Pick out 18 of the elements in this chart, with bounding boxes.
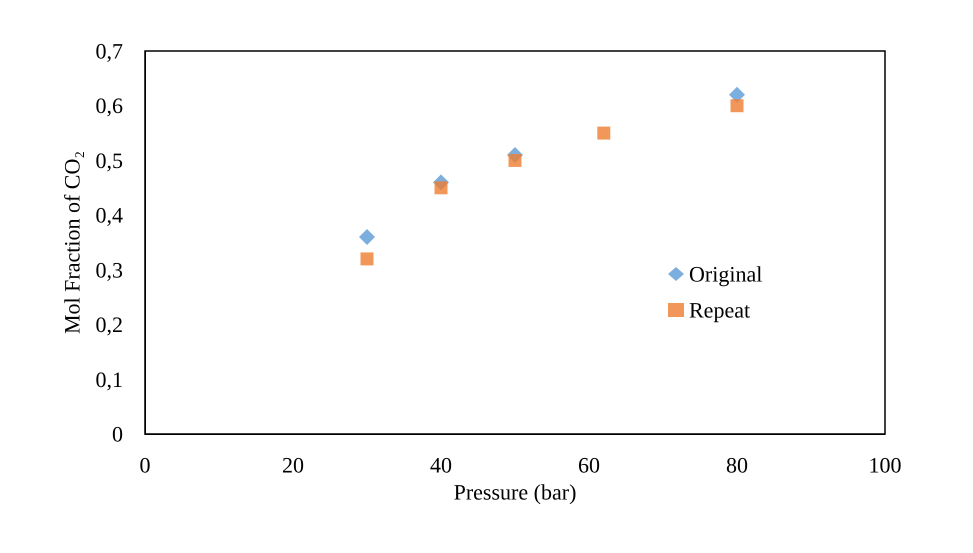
x-tick-label: 60 — [578, 452, 600, 478]
y-tick-label: 0,1 — [96, 366, 123, 392]
y-tick-label: 0,7 — [96, 38, 123, 64]
y-tick-label: 0,2 — [96, 312, 123, 338]
y-axis-title: Mol Fraction of CO₂ — [60, 150, 84, 334]
x-tick-label: 20 — [282, 452, 304, 478]
y-tick-label: 0,6 — [96, 93, 123, 118]
legend-label: Repeat — [689, 298, 750, 322]
x-tick-label: 40 — [430, 452, 452, 478]
y-tick-label: 0,3 — [96, 257, 123, 282]
y-tick-label: 0 — [112, 422, 123, 446]
x-tick-label: 80 — [726, 452, 748, 478]
y-tick-label: 0,5 — [96, 148, 123, 173]
x-axis-title: Pressure (bar) — [454, 479, 576, 504]
x-tick-label: 0 — [140, 452, 150, 478]
x-tick-label: 100 — [868, 452, 902, 478]
legend-label: Original — [689, 262, 762, 286]
y-tick-label: 0,4 — [96, 202, 123, 228]
